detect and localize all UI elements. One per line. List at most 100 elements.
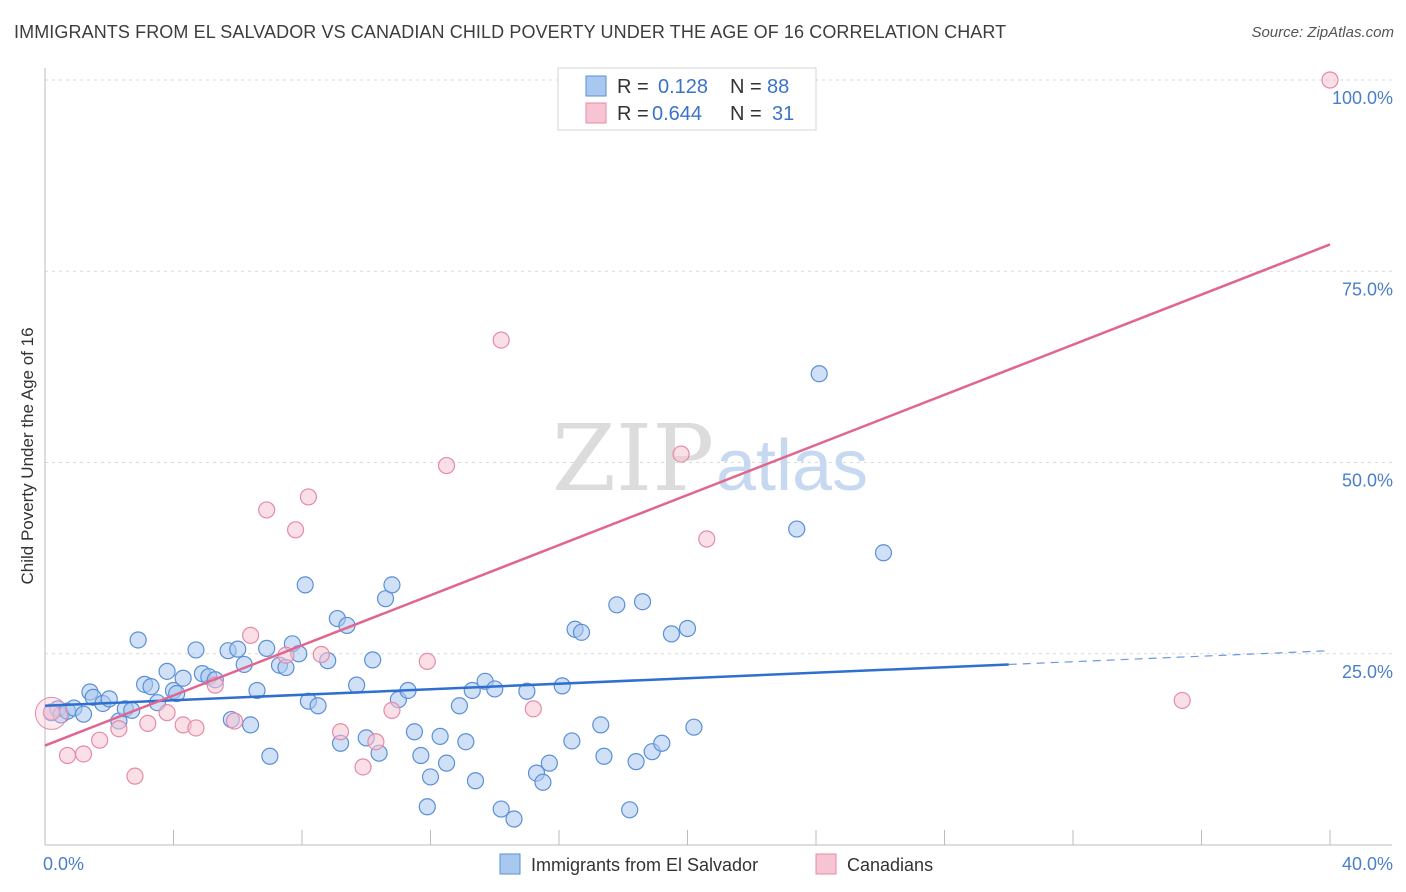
immigrants-point-5: [74, 705, 93, 723]
canadians-point-5: [126, 767, 144, 785]
legend-n-value-blue: 88: [767, 76, 789, 98]
x-tick-label-min: 0.0%: [43, 854, 84, 874]
immigrants-point-83: [678, 619, 697, 638]
immigrants-point-69: [540, 754, 558, 772]
legend-swatch-pink: [585, 102, 607, 124]
immigrants-point-79: [633, 593, 652, 611]
canadians-point-11: [225, 712, 244, 730]
canadians-point-17: [312, 645, 330, 664]
immigrants-point-85: [810, 365, 828, 383]
legend-n-label-pink: N =: [730, 103, 762, 125]
legend-n-label-blue: N =: [730, 76, 762, 98]
canadians-point-16: [299, 488, 318, 506]
legend-r-value-blue: 0.128: [658, 76, 708, 98]
immigrants-point-44: [348, 676, 366, 694]
canadians-point-19: [354, 758, 372, 776]
immigrants-point-15: [142, 678, 160, 696]
immigrants-point-61: [466, 772, 485, 790]
watermark-zip: ZIP: [552, 405, 714, 512]
canadians-point-6: [139, 714, 157, 732]
canadians-point-23: [437, 456, 456, 475]
series-immigrants-points: [42, 365, 893, 828]
immigrants-point-73: [572, 623, 591, 641]
immigrants-point-58: [450, 697, 469, 715]
immigrants-point-32: [261, 747, 279, 765]
y-tick-labels: 25.0% 50.0% 75.0% 100.0%: [1332, 88, 1393, 682]
immigrants-point-84: [685, 718, 703, 736]
immigrants-point-46: [364, 651, 382, 669]
y-tick-label-100: 100.0%: [1332, 88, 1393, 108]
immigrants-point-39: [309, 697, 327, 715]
canadians-point-30: [1321, 71, 1339, 89]
canadians-point-22: [418, 652, 436, 671]
immigrants-point-64: [492, 800, 510, 818]
canadians-point-7: [158, 704, 176, 722]
y-axis-label: Child Poverty Under the Age of 16: [18, 327, 37, 584]
immigrants-point-27: [229, 640, 247, 658]
canadians-point-2: [74, 745, 93, 763]
immigrants-point-63: [486, 680, 504, 698]
immigrants-point-55: [421, 768, 440, 786]
immigrants-point-68: [534, 773, 552, 791]
canadians-point-13: [258, 501, 276, 519]
immigrants-point-21: [187, 641, 205, 659]
chart-source: Source: ZipAtlas.com: [1251, 24, 1394, 41]
watermark-atlas: atlas: [716, 426, 868, 506]
canadians-cluster-point: [34, 696, 68, 730]
chart-title: IMMIGRANTS FROM EL SALVADOR VS CANADIAN …: [14, 22, 1007, 42]
immigrants-point-30: [248, 681, 266, 700]
immigrants-point-57: [437, 754, 456, 772]
canadians-point-15: [286, 521, 305, 539]
x-ticks: [44, 830, 1331, 845]
immigrants-point-78: [627, 753, 645, 771]
immigrants-point-54: [418, 798, 436, 816]
legend-n-value-pink: 31: [772, 103, 794, 125]
immigrants-point-59: [457, 733, 475, 751]
bottom-legend-label-blue: Immigrants from El Salvador: [531, 855, 758, 875]
immigrants-point-31: [258, 639, 276, 657]
immigrants-point-29: [242, 716, 260, 734]
immigrants-point-52: [405, 723, 424, 741]
immigrants-point-75: [595, 747, 613, 765]
canadians-point-4: [110, 720, 128, 738]
trend-line-immigrants-extension: [1008, 650, 1331, 666]
immigrants-point-86: [788, 520, 806, 538]
canadians-point-27: [698, 530, 716, 548]
y-tick-label-25: 25.0%: [1342, 662, 1393, 682]
immigrants-point-77: [621, 801, 639, 819]
canadians-point-3: [91, 731, 109, 749]
canadians-point-20: [367, 733, 385, 751]
immigrants-point-76: [608, 596, 626, 614]
canadians-point-1: [58, 746, 77, 765]
x-tick-label-max: 40.0%: [1342, 854, 1393, 874]
legend-r-label-blue: R =: [617, 76, 649, 98]
immigrants-point-13: [129, 631, 147, 649]
legend-swatch-blue: [585, 75, 607, 97]
immigrants-point-87: [874, 544, 893, 562]
canadians-point-12: [242, 626, 260, 644]
immigrants-point-71: [563, 732, 581, 750]
immigrants-point-53: [412, 746, 430, 765]
trend-line-canadians: [44, 243, 1331, 747]
immigrants-point-82: [662, 625, 681, 643]
trend-lines: [44, 243, 1331, 747]
immigrants-point-17: [158, 662, 176, 680]
immigrants-point-37: [296, 576, 314, 594]
canadians-point-29: [1173, 691, 1191, 710]
bottom-legend-label-pink: Canadians: [847, 855, 933, 875]
immigrants-point-70: [553, 677, 571, 695]
bottom-legend: Immigrants from El Salvador Canadians: [499, 853, 933, 875]
immigrants-point-49: [383, 576, 401, 594]
y-tick-label-75: 75.0%: [1342, 279, 1393, 299]
canadians-point-26: [672, 445, 690, 463]
canadians-point-18: [331, 723, 350, 741]
trend-line-immigrants: [44, 663, 1009, 708]
canadians-point-25: [524, 700, 542, 718]
top-legend: R = 0.128 N = 88 R = 0.644 N = 31: [557, 67, 817, 131]
canadians-point-0: [42, 703, 61, 721]
grid-layer: [45, 79, 1392, 655]
canadians-point-21: [383, 701, 401, 719]
immigrants-point-66: [518, 682, 536, 700]
bottom-legend-swatch-blue: [499, 853, 521, 875]
